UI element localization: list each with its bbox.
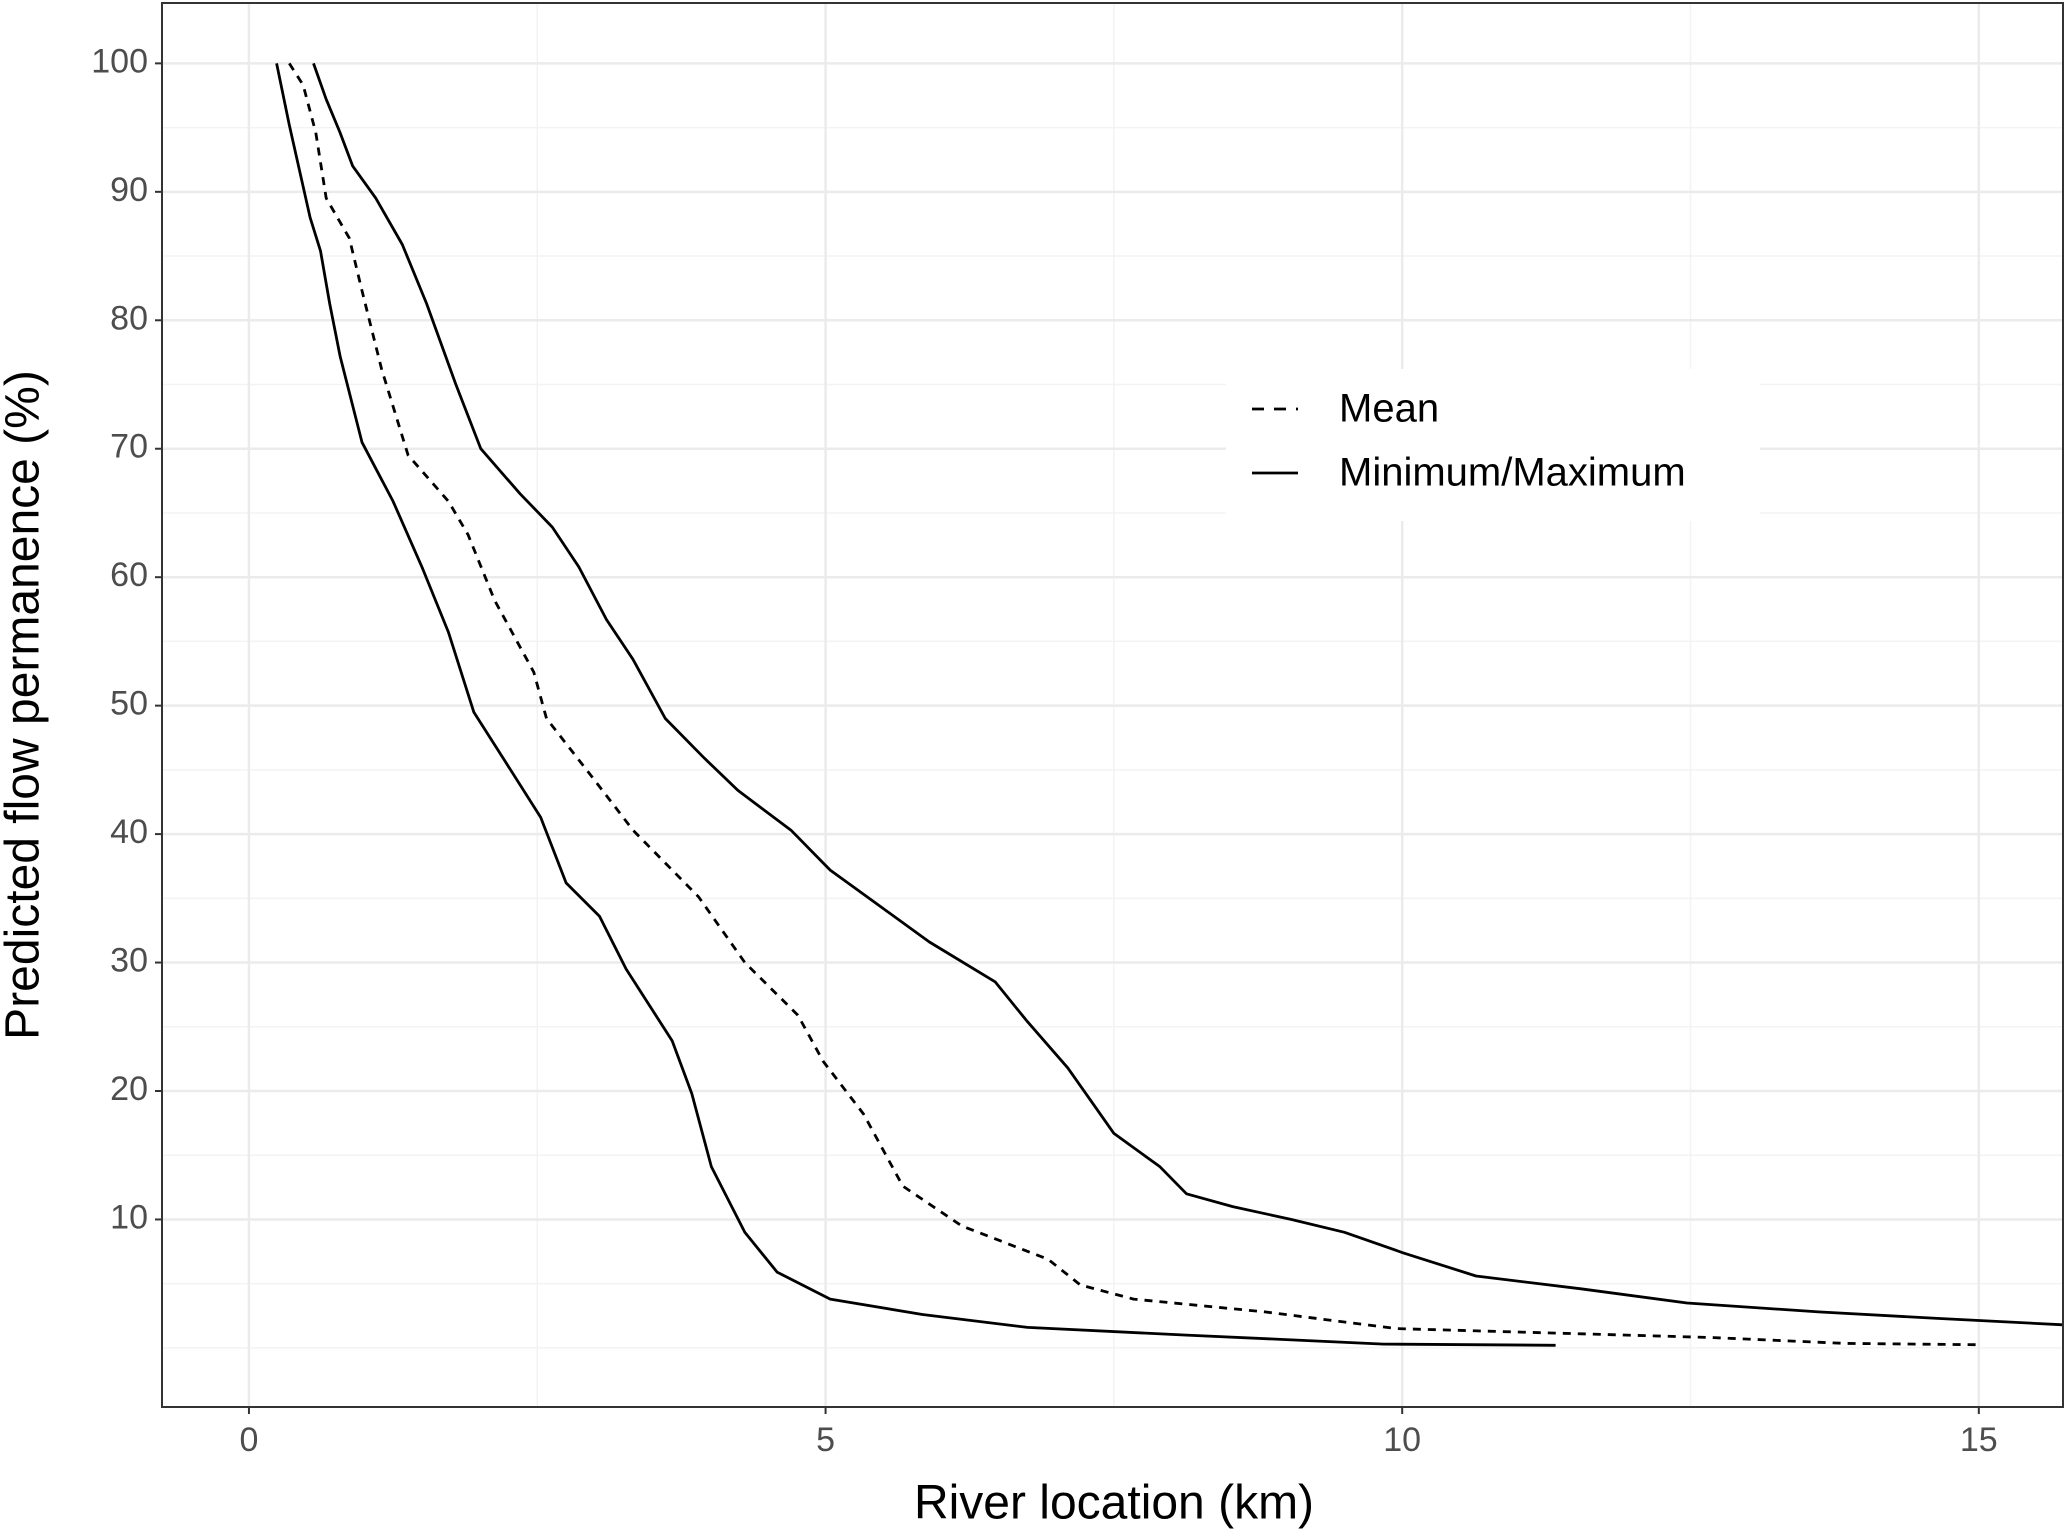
y-tick-label: 30 [110,942,148,980]
legend-box [1226,369,1760,521]
x-tick-label: 5 [816,1421,835,1459]
y-tick-label: 40 [110,813,148,851]
y-tick-label: 50 [110,685,148,723]
panel-border [161,2,2064,1408]
x-tick-label: 0 [239,1421,258,1459]
data-line [312,62,2064,1327]
x-tick-label: 15 [1960,1421,1998,1459]
y-axis-title: Predicted flow permanence (%) [0,370,50,1040]
data-line [288,62,1977,1347]
data-line [275,63,1556,1347]
y-tick-label: 70 [110,428,148,466]
y-tick-label: 80 [110,299,148,337]
x-tick-label: 10 [1383,1421,1421,1459]
y-tick-label: 10 [110,1198,148,1236]
legend-label: Mean [1339,387,1439,431]
y-tick-label: 20 [110,1070,148,1108]
x-axis-title: River location (km) [914,1477,1314,1530]
legend-label: Minimum/Maximum [1339,451,1686,495]
y-tick-label: 90 [110,171,148,209]
y-tick-label: 100 [91,42,148,80]
y-tick-label: 60 [110,556,148,594]
